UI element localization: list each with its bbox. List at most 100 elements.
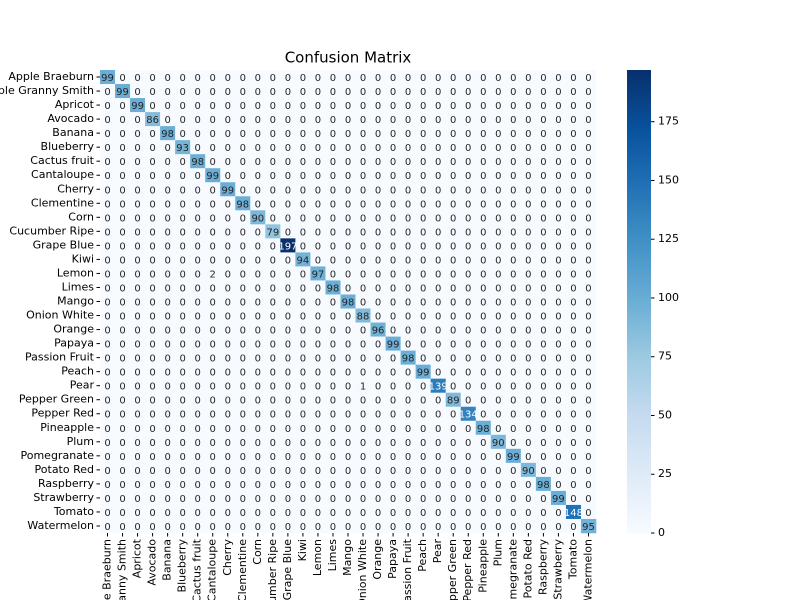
cell-label: 0 (435, 354, 441, 365)
cell-label: 0 (450, 213, 456, 224)
heatmap-cell (280, 308, 296, 323)
heatmap-cell (505, 280, 522, 295)
cell-label: 0 (435, 508, 441, 519)
heatmap-cell (550, 266, 567, 281)
cell-label: 0 (360, 143, 366, 154)
heatmap-cell (190, 140, 206, 155)
heatmap-cell (445, 98, 462, 113)
cell-label: 0 (375, 424, 381, 435)
cell-label: 0 (270, 396, 276, 407)
cell-label: 0 (450, 424, 456, 435)
cell-label: 0 (570, 466, 576, 477)
heatmap-cell (565, 266, 582, 281)
cell-label: 0 (570, 143, 576, 154)
cell-label: 0 (420, 115, 426, 126)
cell-label: 0 (255, 354, 261, 365)
cell-label: 0 (570, 213, 576, 224)
cell-label: 0 (570, 326, 576, 337)
heatmap-cell (565, 406, 582, 422)
heatmap-cell (535, 308, 552, 323)
cell-label: 0 (450, 157, 456, 168)
heatmap-cell (370, 406, 386, 422)
cell-label: 98 (161, 129, 174, 140)
cell-label: 0 (164, 199, 170, 210)
cell-label: 0 (195, 368, 201, 379)
heatmap-cell (355, 252, 371, 267)
heatmap-cell (490, 364, 507, 379)
heatmap-cell (190, 378, 206, 393)
heatmap-cell (400, 84, 416, 99)
cell-label: 0 (255, 171, 261, 182)
cell-label: 0 (540, 452, 546, 463)
cell-label: 0 (104, 255, 110, 266)
cell-label: 0 (149, 522, 155, 533)
cell-label: 0 (540, 354, 546, 365)
heatmap-cell (430, 420, 446, 436)
heatmap-cell (535, 182, 552, 197)
cell-label: 0 (300, 115, 306, 126)
cell-label: 0 (285, 480, 291, 491)
heatmap-cell (535, 392, 552, 408)
heatmap-cell (490, 210, 507, 225)
heatmap-cell (475, 168, 492, 183)
heatmap-cell (250, 420, 266, 436)
heatmap-cell (505, 126, 522, 141)
heatmap-cell (250, 168, 266, 183)
cell-label: 0 (375, 283, 381, 294)
heatmap-cell (370, 224, 386, 239)
cell-label: 0 (555, 171, 561, 182)
cell-label: 93 (176, 143, 189, 154)
cell-label: 0 (495, 522, 501, 533)
cell-label: 0 (390, 199, 396, 210)
heatmap-cell (565, 294, 582, 309)
cell-label: 0 (420, 129, 426, 140)
heatmap-cell (235, 84, 251, 99)
heatmap-cell (475, 350, 492, 365)
heatmap-cell (580, 364, 597, 379)
heatmap-cell (505, 210, 522, 225)
cell-label: 0 (405, 480, 411, 491)
cell-label: 0 (104, 171, 110, 182)
heatmap-cell (535, 140, 552, 155)
cell-label: 0 (495, 213, 501, 224)
cell-label: 0 (345, 382, 351, 393)
cell-label: 0 (345, 424, 351, 435)
cell-label: 0 (179, 396, 185, 407)
cell-label: 0 (375, 143, 381, 154)
cell-label: 0 (405, 368, 411, 379)
cell-label: 0 (179, 298, 185, 309)
cell-label: 0 (450, 480, 456, 491)
heatmap-cell (400, 126, 416, 141)
cell-label: 0 (315, 283, 321, 294)
heatmap-cell (355, 336, 371, 351)
heatmap-cell (475, 182, 492, 197)
heatmap-cell (100, 266, 116, 281)
colorbar-tick-label: 150 (658, 173, 679, 186)
cell-label: 0 (510, 101, 516, 112)
heatmap-cell (355, 210, 371, 225)
heatmap-cell (520, 182, 537, 197)
heatmap-cell (190, 252, 206, 267)
heatmap-cell (160, 406, 176, 422)
cell-label: 0 (495, 508, 501, 519)
heatmap-cell (280, 434, 296, 450)
cell-label: 0 (540, 115, 546, 126)
cell-label: 0 (495, 354, 501, 365)
cell-label: 0 (179, 466, 185, 477)
heatmap-cell (325, 112, 341, 127)
heatmap-cell (100, 322, 116, 337)
heatmap-cell (580, 280, 597, 295)
cell-label: 0 (360, 171, 366, 182)
heatmap-cell (475, 406, 492, 422)
cell-label: 0 (420, 340, 426, 351)
cell-label: 0 (164, 73, 170, 84)
heatmap-cell (295, 210, 311, 225)
cell-label: 98 (191, 157, 204, 168)
cell-label: 86 (146, 115, 159, 126)
cell-label: 0 (270, 340, 276, 351)
cell-label: 0 (375, 522, 381, 533)
heatmap-cell (160, 420, 176, 436)
heatmap-cell (145, 434, 161, 450)
heatmap-cell (505, 112, 522, 127)
heatmap-cell (190, 406, 206, 422)
